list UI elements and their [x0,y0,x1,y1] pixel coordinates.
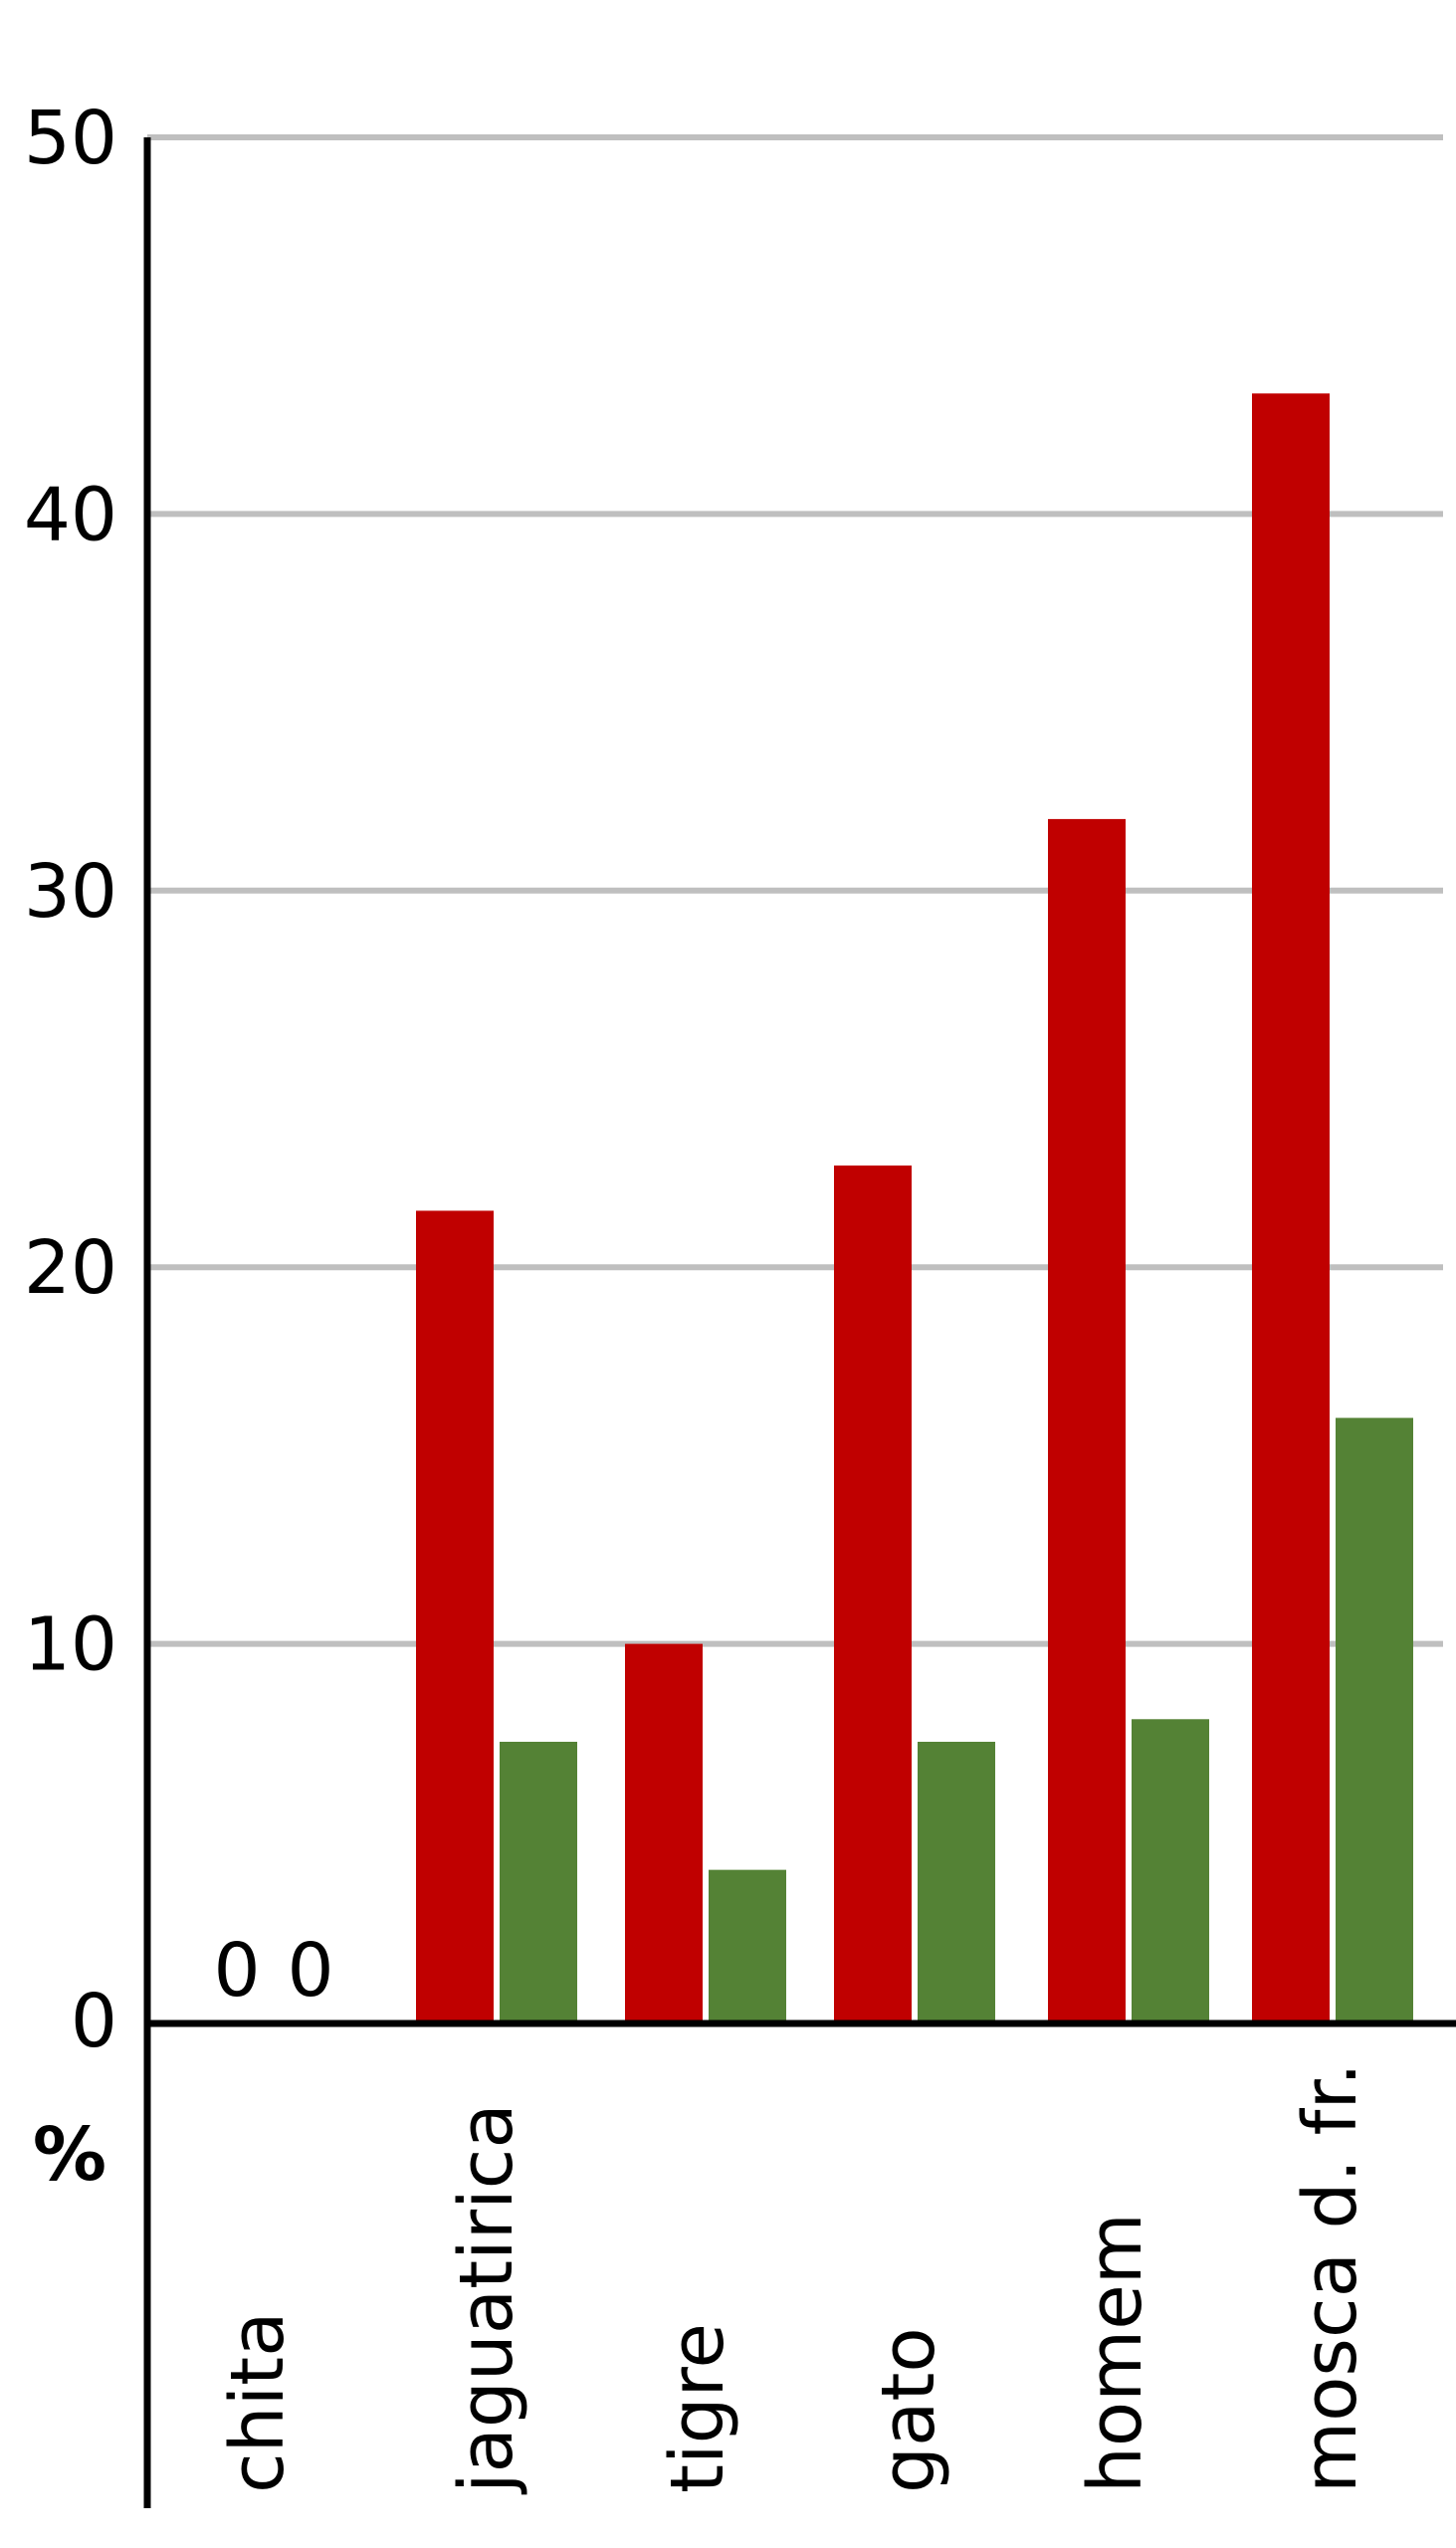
bar-series-1-homem [1132,1719,1209,2020]
bar-series-0-mosca-d-fr- [1252,393,1330,2020]
y-tick-label: 20 [24,1225,117,1311]
bar-series-1-tigre [709,1869,786,2020]
category-label: tigre [655,2323,740,2493]
gridlines [147,134,1443,1647]
bar-series-1-gato [918,1741,995,2020]
category-label: homem [1073,2213,1158,2493]
category-label: jaguatirica [444,2103,529,2495]
y-tick-labels: 0 10 20 30 40 50 [24,96,117,2064]
axes [143,137,1456,2508]
category-labels: chita jaguatirica tigre gato homem mosca d. f… [215,2062,1373,2495]
zero-value-label: 0 [213,1928,260,2014]
y-tick-label: 0 [71,1979,117,2064]
zero-value-label: 0 [287,1928,333,2014]
bar-series-0-jaguatirica [416,1210,494,2020]
zero-value-labels: 0 0 [213,1928,333,2014]
category-label: gato [866,2327,951,2493]
y-tick-label: 50 [24,96,117,181]
bar-series-0-tigre [625,1643,703,2020]
bar-series-0-gato [834,1166,912,2020]
category-label: chita [215,2311,301,2493]
bars [416,393,1413,2020]
y-tick-label: 10 [24,1602,117,1688]
bar-series-1-mosca-d-fr- [1336,1417,1413,2020]
bar-series-0-homem [1048,818,1126,2020]
y-axis-unit-label: % [33,2112,106,2198]
category-label: mosca d. fr. [1288,2062,1373,2493]
bar-series-1-jaguatirica [500,1741,577,2020]
y-tick-label: 40 [24,472,117,557]
y-tick-label: 30 [24,849,117,935]
